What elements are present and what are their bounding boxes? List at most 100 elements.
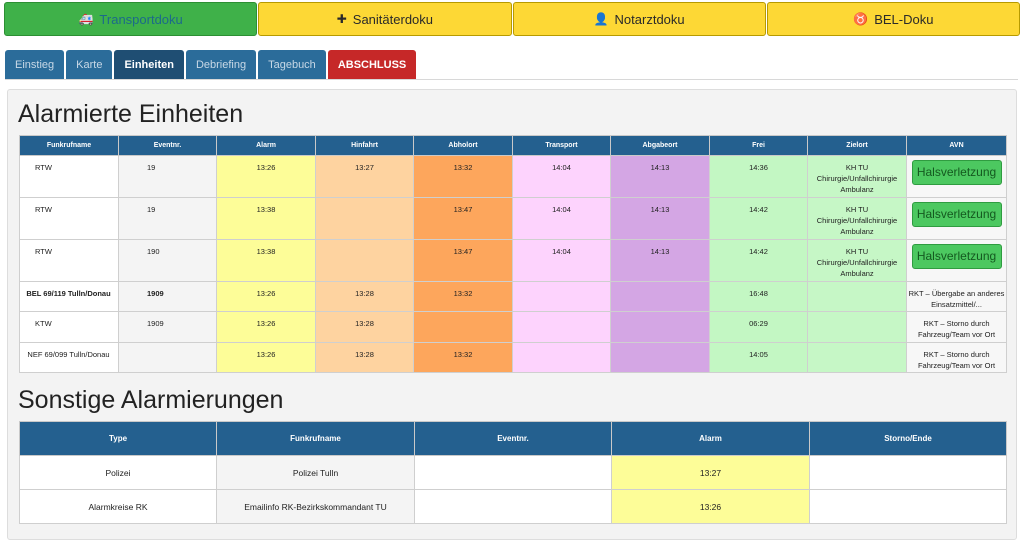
cell-abholort: 13:47	[413, 239, 513, 282]
cell-abholort: 13:32	[413, 281, 513, 312]
tab-karte[interactable]: Karte	[66, 50, 113, 79]
cell-alarm: 13:26	[216, 281, 316, 312]
cell-transport: 14:04	[512, 197, 611, 240]
cell-frei: 14:36	[709, 155, 808, 198]
cell-storno-ende	[809, 455, 1007, 490]
cell-frei: 14:42	[709, 239, 808, 282]
cell-frei: 14:05	[709, 342, 808, 373]
avn-diagnosis-button[interactable]: Halsverletzung	[911, 244, 1002, 269]
ambulance-icon: 🚑	[78, 12, 94, 26]
cell-funkrufname: Emailinfo RK-Bezirkskommandant TU	[216, 489, 415, 524]
tab-label: BEL-Doku	[874, 11, 934, 27]
cell-abgabeort: 14:13	[610, 197, 710, 240]
table-row: Polizei Polizei Tulln 13:27	[19, 455, 1007, 490]
table-row: RTW 19 13:38 13:47 14:04 14:13 14:42 KH …	[19, 197, 1007, 240]
cell-eventnr	[118, 342, 217, 373]
cell-alarm: 13:26	[216, 155, 316, 198]
col-storno-ende[interactable]: Storno/Ende	[809, 421, 1007, 456]
col-eventnr[interactable]: Eventnr.	[118, 135, 217, 156]
cell-hinfahrt: 13:28	[315, 342, 414, 373]
cell-funkrufname: Polizei Tulln	[216, 455, 415, 490]
cell-hinfahrt: 13:28	[315, 311, 414, 343]
cell-frei: 06:29	[709, 311, 808, 343]
tab-label: Sanitäterdoku	[352, 11, 434, 27]
tab-divider	[5, 79, 1018, 80]
col-funkrufname[interactable]: Funkrufname	[216, 421, 415, 456]
tab-sanitaeterdoku[interactable]: ✚ Sanitäterdoku	[258, 2, 512, 36]
table-row: BEL 69/119 Tulln/Donau 1909 13:26 13:28 …	[19, 281, 1007, 312]
cell-funkrufname: BEL 69/119 Tulln/Donau	[19, 281, 119, 312]
documentation-tabs: 🚑 Transportdoku ✚ Sanitäterdoku 👤 Notarz…	[4, 2, 1020, 38]
cell-type: Alarmkreise RK	[19, 489, 217, 524]
cell-eventnr: 190	[118, 239, 217, 282]
cell-eventnr: 19	[118, 155, 217, 198]
cell-eventnr	[414, 455, 612, 490]
col-frei[interactable]: Frei	[709, 135, 808, 156]
cell-zielort: KH TU Chirurgie/Unfallchirurgie Ambulanz	[807, 155, 907, 198]
cell-avn: Halsverletzung	[906, 155, 1007, 198]
cell-alarm: 13:38	[216, 239, 316, 282]
doctor-icon: 👤	[593, 12, 609, 26]
col-type[interactable]: Type	[19, 421, 217, 456]
cell-eventnr: 1909	[118, 281, 217, 312]
cell-abholort: 13:32	[413, 342, 513, 373]
avn-diagnosis-button[interactable]: Halsverletzung	[911, 160, 1002, 185]
table-row: RTW 19 13:26 13:27 13:32 14:04 14:13 14:…	[19, 155, 1007, 198]
tab-transportdoku[interactable]: 🚑 Transportdoku	[4, 2, 258, 36]
cell-transport	[512, 342, 611, 373]
cell-frei: 16:48	[709, 281, 808, 312]
col-avn[interactable]: AVN	[906, 135, 1007, 156]
cell-avn: RKT – Übergabe an anderes Einsatzmittel/…	[906, 281, 1007, 312]
cell-funkrufname: RTW	[19, 197, 119, 240]
tab-bel-doku[interactable]: ♉ BEL-Doku	[766, 2, 1020, 36]
cell-eventnr	[414, 489, 612, 524]
section-tabs: Einstieg Karte Einheiten Debriefing Tage…	[5, 50, 417, 79]
table-row: NEF 69/099 Tulln/Donau 13:26 13:28 13:32…	[19, 342, 1007, 373]
cell-funkrufname: KTW	[19, 311, 119, 343]
bel-icon: ♉	[853, 12, 869, 26]
col-abholort[interactable]: Abholort	[413, 135, 513, 156]
cell-transport: 14:04	[512, 239, 611, 282]
cell-hinfahrt	[315, 239, 414, 282]
col-abgabeort[interactable]: Abgabeort	[610, 135, 710, 156]
cell-eventnr: 1909	[118, 311, 217, 343]
cell-abholort: 13:32	[413, 155, 513, 198]
cell-avn: RKT – Storno durch Fahrzeug/Team vor Ort	[906, 311, 1007, 343]
cell-zielort	[807, 311, 907, 343]
cell-abgabeort	[610, 342, 710, 373]
section-title-alarmierte: Alarmierte Einheiten	[18, 100, 244, 128]
avn-diagnosis-button[interactable]: Halsverletzung	[911, 202, 1002, 227]
cell-type: Polizei	[19, 455, 217, 490]
cell-transport: 14:04	[512, 155, 611, 198]
tab-notarztdoku[interactable]: 👤 Notarztdoku	[512, 2, 766, 36]
medkit-icon: ✚	[336, 12, 347, 26]
col-funkrufname[interactable]: Funkrufname	[19, 135, 119, 156]
tab-debriefing[interactable]: Debriefing	[185, 50, 257, 79]
tab-abschluss[interactable]: ABSCHLUSS	[327, 50, 417, 79]
tab-tagebuch[interactable]: Tagebuch	[258, 50, 326, 79]
cell-alarm: 13:38	[216, 197, 316, 240]
cell-funkrufname: RTW	[19, 155, 119, 198]
col-hinfahrt[interactable]: Hinfahrt	[315, 135, 414, 156]
tab-einstieg[interactable]: Einstieg	[5, 50, 65, 79]
cell-abholort: 13:47	[413, 197, 513, 240]
cell-eventnr: 19	[118, 197, 217, 240]
section-title-sonstige: Sonstige Alarmierungen	[18, 386, 284, 414]
col-eventnr[interactable]: Eventnr.	[414, 421, 612, 456]
tab-einheiten[interactable]: Einheiten	[114, 50, 184, 79]
table-header-row: Type Funkrufname Eventnr. Alarm Storno/E…	[19, 421, 1007, 456]
cell-avn: Halsverletzung	[906, 197, 1007, 240]
cell-transport	[512, 311, 611, 343]
col-zielort[interactable]: Zielort	[807, 135, 907, 156]
col-transport[interactable]: Transport	[512, 135, 611, 156]
table-row: KTW 1909 13:26 13:28 06:29 RKT – Storno …	[19, 311, 1007, 343]
cell-zielort	[807, 281, 907, 312]
table-header-row: Funkrufname Eventnr. Alarm Hinfahrt Abho…	[19, 135, 1007, 156]
cell-zielort: KH TU Chirurgie/Unfallchirurgie Ambulanz	[807, 239, 907, 282]
table-row: Alarmkreise RK Emailinfo RK-Bezirkskomma…	[19, 489, 1007, 524]
cell-abgabeort: 14:13	[610, 155, 710, 198]
col-alarm[interactable]: Alarm	[611, 421, 810, 456]
cell-transport	[512, 281, 611, 312]
sonstige-alarmierungen-table: Type Funkrufname Eventnr. Alarm Storno/E…	[19, 421, 1007, 524]
col-alarm[interactable]: Alarm	[216, 135, 316, 156]
